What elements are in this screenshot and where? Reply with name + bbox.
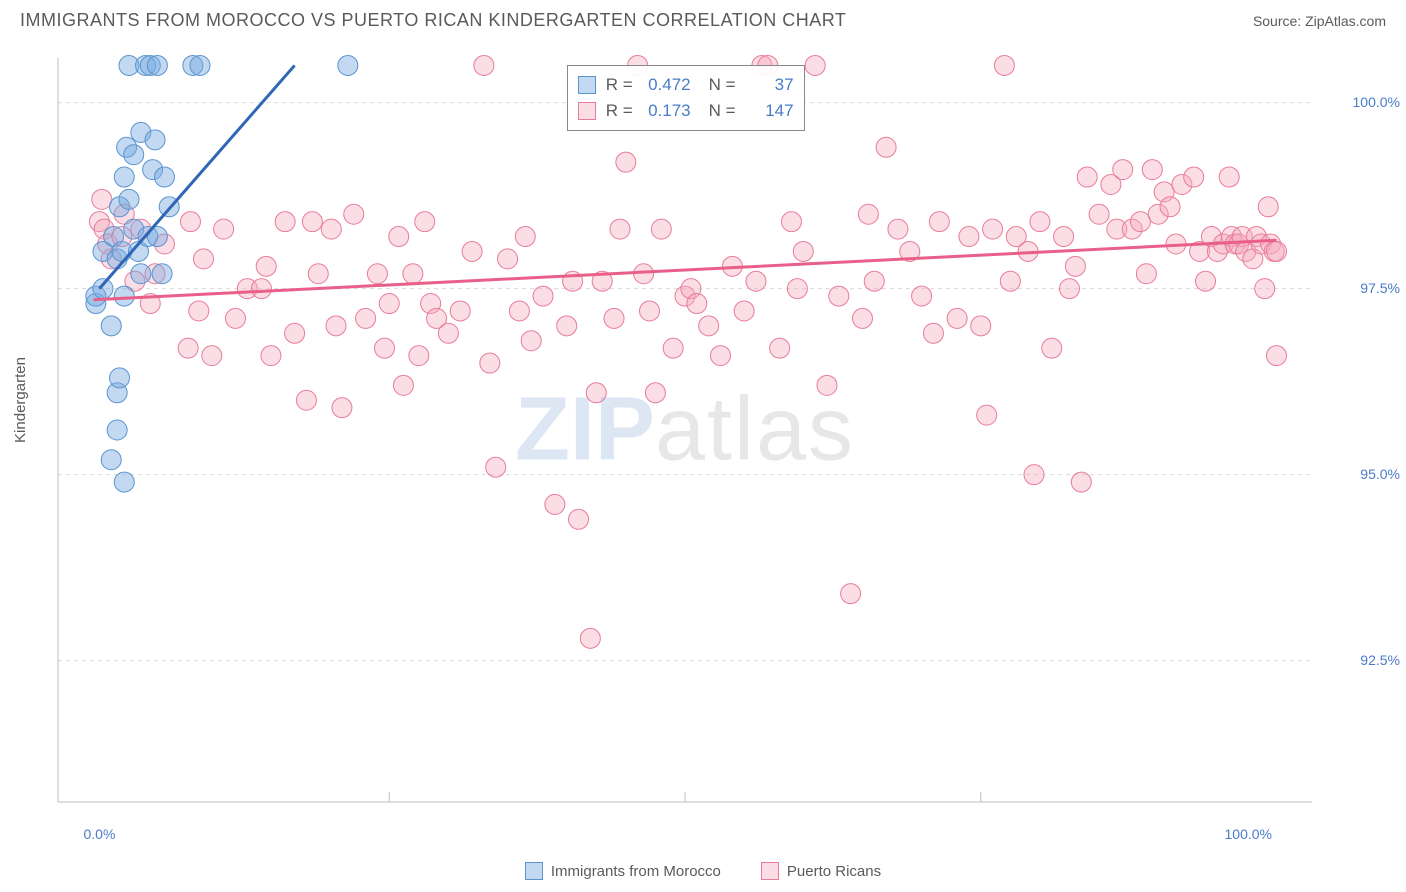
legend-item-pr: Puerto Ricans [761, 862, 881, 880]
y-tick-label: 92.5% [1360, 652, 1400, 668]
y-tick-label: 95.0% [1360, 466, 1400, 482]
stat-label: N = [709, 72, 736, 98]
y-tick-label: 97.5% [1360, 280, 1400, 296]
stat-value: 147 [746, 98, 794, 124]
stat-label: R = [606, 98, 633, 124]
legend-label-morocco: Immigrants from Morocco [551, 863, 721, 880]
stat-row-morocco: R = 0.472 N = 37 [578, 72, 794, 98]
stat-label: N = [709, 98, 736, 124]
stat-swatch [578, 102, 596, 120]
correlation-legend: R = 0.472 N = 37 R = 0.173 N = 147 [567, 65, 805, 131]
x-tick-label: 100.0% [1225, 826, 1272, 842]
chart-source: Source: ZipAtlas.com [1253, 13, 1386, 29]
legend-label-pr: Puerto Ricans [787, 863, 881, 880]
series-legend: Immigrants from Morocco Puerto Ricans [0, 862, 1406, 880]
chart-title: IMMIGRANTS FROM MOROCCO VS PUERTO RICAN … [20, 10, 846, 31]
y-axis-label: Kindergarten [12, 357, 29, 443]
legend-item-morocco: Immigrants from Morocco [525, 862, 721, 880]
stat-swatch [578, 76, 596, 94]
stat-value: 0.472 [643, 72, 691, 98]
source-prefix: Source: [1253, 13, 1305, 29]
chart-header: IMMIGRANTS FROM MOROCCO VS PUERTO RICAN … [0, 0, 1406, 37]
stat-label: R = [606, 72, 633, 98]
stat-value: 37 [746, 72, 794, 98]
stat-row-pr: R = 0.173 N = 147 [578, 98, 794, 124]
legend-swatch-pr [761, 862, 779, 880]
stat-value: 0.173 [643, 98, 691, 124]
x-tick-label: 0.0% [83, 826, 115, 842]
legend-swatch-morocco [525, 862, 543, 880]
y-tick-label: 100.0% [1353, 94, 1400, 110]
scatter-svg [50, 50, 1320, 810]
chart-plot-area: ZIPatlas R =0.472N =37R =0.173N =147 92.… [50, 50, 1320, 810]
source-name: ZipAtlas.com [1305, 13, 1386, 29]
